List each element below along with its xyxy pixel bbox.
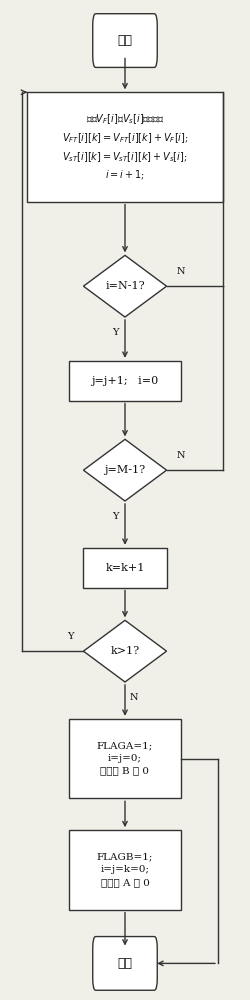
Polygon shape — [84, 255, 166, 317]
Bar — [27, 92, 223, 202]
FancyBboxPatch shape — [93, 937, 157, 990]
Text: Y: Y — [67, 632, 73, 641]
Polygon shape — [84, 439, 166, 501]
Bar — [69, 830, 181, 910]
Text: j=M-1?: j=M-1? — [104, 465, 146, 475]
Text: FLAGA=1;
i=j=0;
缓冲区 B 清 0: FLAGA=1; i=j=0; 缓冲区 B 清 0 — [97, 742, 153, 776]
Text: FLAGB=1;
i=j=k=0;
缓冲区 A 清 0: FLAGB=1; i=j=k=0; 缓冲区 A 清 0 — [97, 853, 153, 887]
Text: i=N-1?: i=N-1? — [105, 281, 145, 291]
Text: k=k+1: k=k+1 — [105, 563, 145, 573]
Bar — [69, 361, 181, 401]
Text: N: N — [176, 267, 185, 276]
Text: 开始: 开始 — [118, 34, 132, 47]
Text: 读取$V_F[i]$、$V_s[i]$并累加：
$V_{FT}[i][k]=V_{FT}[i][k]+V_F[i]$;
$V_{sT}[i][k]=V_{sT}: 读取$V_F[i]$、$V_s[i]$并累加： $V_{FT}[i][k]=V_… — [62, 112, 188, 182]
Text: N: N — [129, 693, 138, 702]
Text: j=j+1;   i=0: j=j+1; i=0 — [92, 376, 159, 386]
Text: 返回: 返回 — [118, 957, 132, 970]
Bar — [84, 548, 166, 588]
Bar — [69, 719, 181, 798]
Text: Y: Y — [112, 512, 118, 521]
Polygon shape — [84, 620, 166, 682]
FancyBboxPatch shape — [93, 14, 157, 67]
Text: Y: Y — [112, 328, 118, 337]
Text: N: N — [176, 451, 185, 460]
Text: k>1?: k>1? — [110, 646, 140, 656]
